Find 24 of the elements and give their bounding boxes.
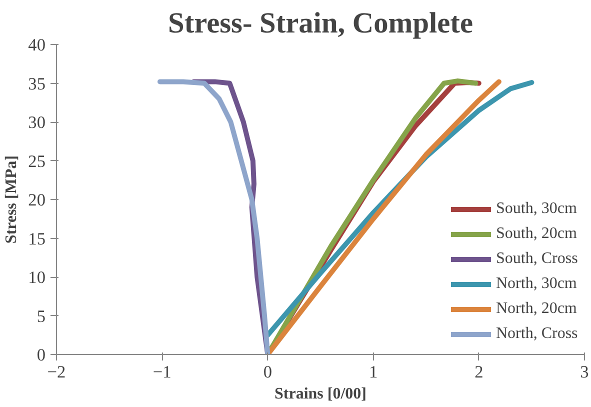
y-tick-label: 5 [36, 306, 46, 326]
legend-label: North, 30cm [496, 275, 577, 293]
legend-label: North, Cross [496, 325, 578, 343]
x-tick-label: 3 [580, 362, 589, 382]
x-tick-label: 2 [474, 362, 484, 382]
x-axis-title: Strains [0/00] [274, 386, 366, 402]
legend-label: North, 20cm [496, 300, 577, 318]
y-axis-title: Stress [MPa] [3, 155, 20, 244]
y-tick-label: 20 [28, 190, 46, 210]
y-tick-label: 35 [28, 74, 46, 94]
y-tick-label: 30 [28, 113, 46, 132]
legend-label: South, 30cm [496, 200, 577, 218]
y-tick-label: 25 [28, 152, 46, 171]
y-tick-label: 40 [28, 36, 46, 54]
x-tick-label: −1 [152, 362, 172, 382]
legend-label: South, 20cm [496, 225, 577, 243]
y-tick-label: 0 [36, 346, 46, 364]
y-tick-label: 15 [28, 229, 46, 248]
x-tick-label: 0 [263, 362, 272, 382]
chart-title: Stress- Strain, Complete [168, 8, 473, 40]
x-tick-label: 1 [368, 362, 378, 382]
legend-label: South, Cross [496, 250, 578, 268]
y-tick-label: 10 [28, 268, 46, 287]
x-tick-label: −2 [47, 362, 66, 382]
